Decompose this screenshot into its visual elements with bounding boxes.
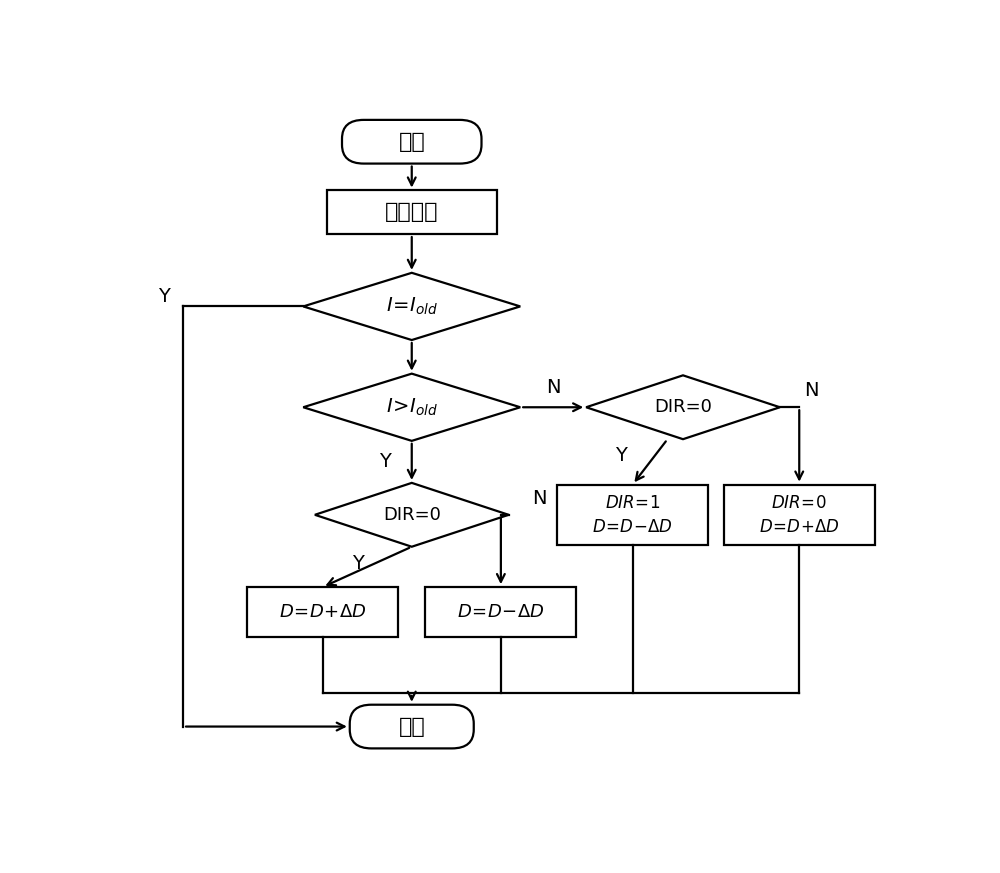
Bar (425, 587, 576, 637)
Text: 返回: 返回 (398, 717, 425, 737)
Text: N: N (532, 489, 547, 507)
FancyBboxPatch shape (350, 705, 474, 748)
Text: Y: Y (379, 451, 391, 471)
Bar (724, 485, 875, 545)
Text: Y: Y (615, 446, 627, 465)
Text: $\mathit{I}\!>\!\mathit{I}_{old}$: $\mathit{I}\!>\!\mathit{I}_{old}$ (386, 396, 438, 418)
Text: Y: Y (352, 554, 363, 573)
Text: N: N (804, 381, 818, 400)
Text: DIR=0: DIR=0 (654, 398, 712, 416)
Polygon shape (315, 483, 509, 546)
Text: $\mathit{DIR}\!=\!0$: $\mathit{DIR}\!=\!0$ (771, 494, 827, 512)
Polygon shape (303, 374, 520, 441)
Bar (247, 587, 398, 637)
Bar (326, 190, 497, 234)
Text: N: N (546, 378, 560, 396)
Text: $\mathit{DIR}\!=\!1$: $\mathit{DIR}\!=\!1$ (605, 494, 660, 512)
Text: $\mathit{D}\!=\!\mathit{D}\!-\!\Delta\mathit{D}$: $\mathit{D}\!=\!\mathit{D}\!-\!\Delta\ma… (457, 603, 545, 622)
Text: DIR=0: DIR=0 (383, 505, 441, 524)
Text: 电流采样: 电流采样 (385, 203, 438, 223)
Polygon shape (303, 272, 520, 340)
Text: $\mathit{I}\!=\!\mathit{I}_{old}$: $\mathit{I}\!=\!\mathit{I}_{old}$ (386, 296, 438, 317)
Text: Y: Y (158, 287, 170, 306)
Polygon shape (586, 375, 780, 439)
Bar (557, 485, 708, 545)
Text: $\mathit{D}\!=\!\mathit{D}\!-\!\Delta\mathit{D}$: $\mathit{D}\!=\!\mathit{D}\!-\!\Delta\ma… (592, 518, 673, 536)
Text: $\mathit{D}\!=\!\mathit{D}\!+\!\Delta\mathit{D}$: $\mathit{D}\!=\!\mathit{D}\!+\!\Delta\ma… (279, 603, 366, 622)
Text: $\mathit{D}\!=\!\mathit{D}\!+\!\Delta\mathit{D}$: $\mathit{D}\!=\!\mathit{D}\!+\!\Delta\ma… (759, 518, 840, 536)
Text: 开始: 开始 (398, 132, 425, 152)
FancyBboxPatch shape (342, 120, 482, 163)
